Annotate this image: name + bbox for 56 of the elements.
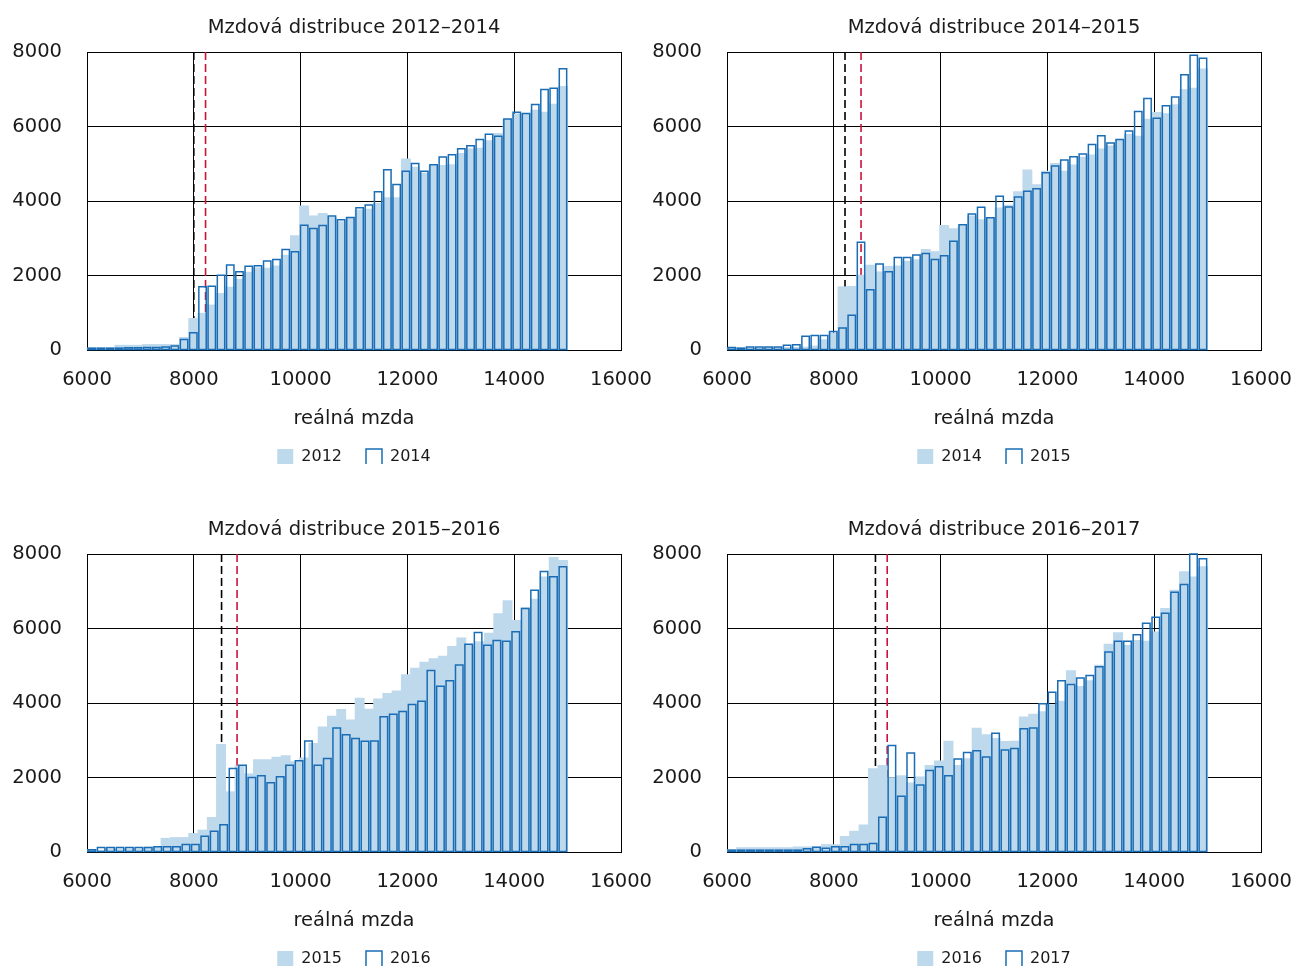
x-tick-label: 8000 — [808, 366, 859, 390]
y-tick-label: 8000 — [12, 541, 62, 565]
x-tick-label: 10000 — [269, 366, 332, 390]
x-tick-label: 10000 — [909, 868, 972, 892]
x-tick-label: 16000 — [1229, 366, 1293, 390]
x-tick-label: 16000 — [589, 366, 653, 390]
x-tick-label: 14000 — [483, 366, 546, 390]
y-tick-label: 0 — [689, 337, 702, 361]
legend-label: 2016 — [390, 948, 431, 966]
y-tick-label: 6000 — [12, 113, 62, 137]
x-tick-label: 14000 — [1123, 366, 1186, 390]
x-tick-label: 12000 — [1016, 366, 1079, 390]
y-tick-label: 2000 — [12, 764, 62, 788]
x-tick-label: 14000 — [1123, 868, 1186, 892]
legend-label: 2012 — [301, 446, 342, 466]
y-tick-label: 4000 — [12, 690, 62, 714]
x-tick-label: 16000 — [589, 868, 653, 892]
y-tick-label: 2000 — [12, 262, 62, 286]
y-tick-label: 4000 — [12, 188, 62, 212]
x-tick-label: 8000 — [168, 366, 219, 390]
legend-label: 2014 — [390, 446, 431, 466]
legend-label: 2015 — [301, 948, 342, 966]
chart-title: Mzdová distribuce 2012–2014 — [207, 15, 501, 39]
y-tick-label: 8000 — [12, 39, 62, 63]
x-axis-title: reálná mzda — [293, 405, 415, 429]
legend-label: 2014 — [941, 446, 982, 466]
x-tick-label: 12000 — [1016, 868, 1079, 892]
x-tick-label: 12000 — [376, 366, 439, 390]
legend-label: 2017 — [1030, 948, 1071, 966]
y-tick-label: 0 — [49, 337, 62, 361]
y-tick-label: 4000 — [652, 188, 702, 212]
x-tick-label: 8000 — [808, 868, 859, 892]
y-tick-label: 6000 — [652, 615, 702, 639]
x-tick-label: 16000 — [1229, 868, 1293, 892]
legend-label: 2015 — [1030, 446, 1071, 466]
x-tick-label: 10000 — [269, 868, 332, 892]
x-tick-label: 10000 — [909, 366, 972, 390]
x-axis-title: reálná mzda — [293, 907, 415, 931]
x-axis-title: reálná mzda — [933, 405, 1055, 429]
y-tick-label: 6000 — [12, 615, 62, 639]
legend-label: 2016 — [941, 948, 982, 966]
y-tick-label: 2000 — [652, 262, 702, 286]
chart-title: Mzdová distribuce 2015–2016 — [207, 517, 501, 541]
y-tick-label: 0 — [49, 839, 62, 863]
y-tick-label: 2000 — [652, 764, 702, 788]
chart-title: Mzdová distribuce 2016–2017 — [847, 517, 1141, 541]
y-tick-label: 6000 — [652, 113, 702, 137]
y-tick-label: 0 — [689, 839, 702, 863]
x-tick-label: 14000 — [483, 868, 546, 892]
chart-title: Mzdová distribuce 2014–2015 — [847, 15, 1141, 39]
y-tick-label: 4000 — [652, 690, 702, 714]
x-tick-label: 8000 — [168, 868, 219, 892]
x-axis-title: reálná mzda — [933, 907, 1055, 931]
y-tick-label: 8000 — [652, 541, 702, 565]
x-tick-label: 12000 — [376, 868, 439, 892]
y-tick-label: 8000 — [652, 39, 702, 63]
